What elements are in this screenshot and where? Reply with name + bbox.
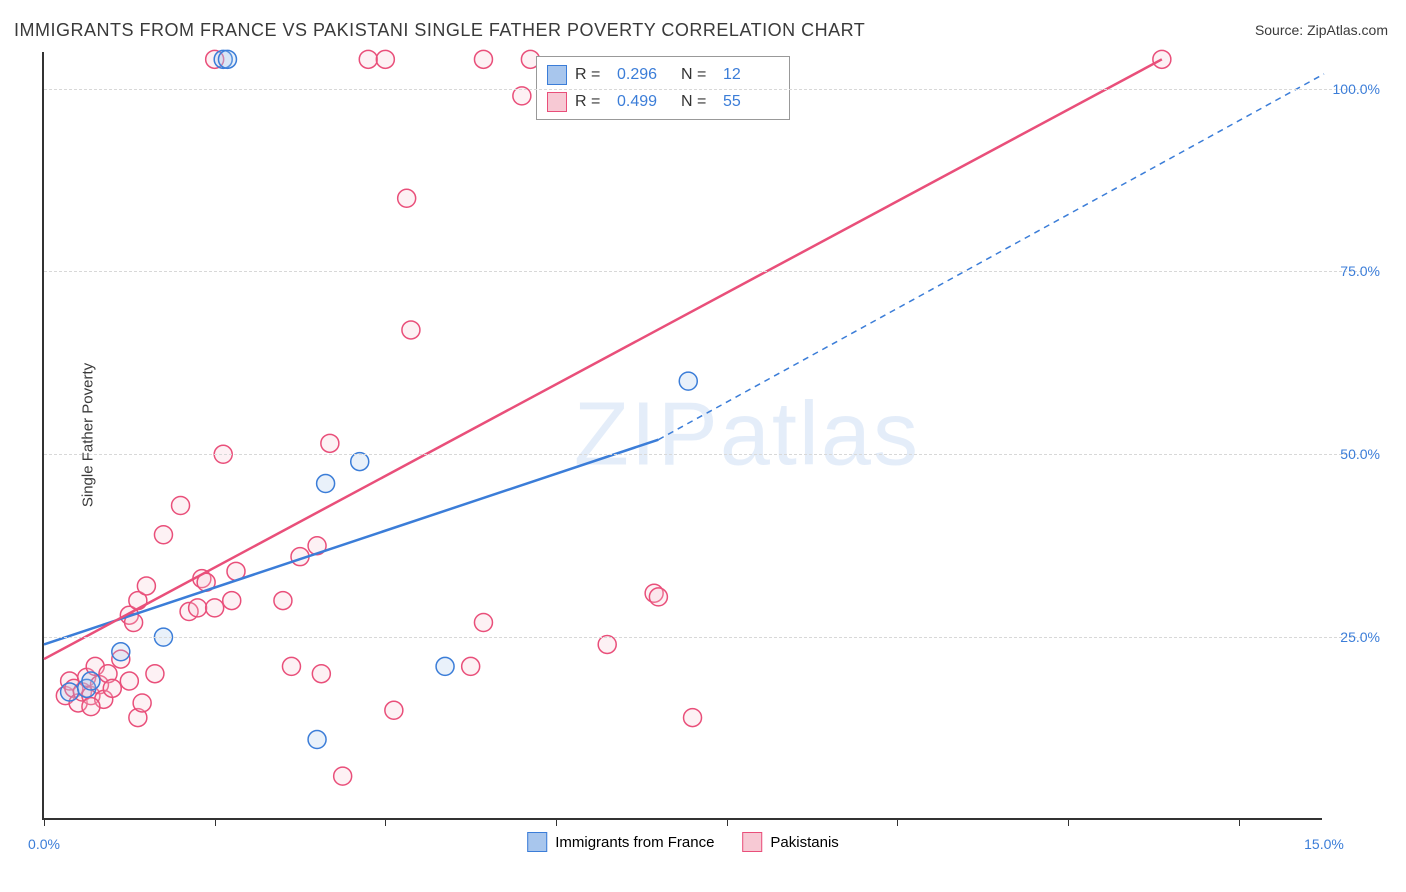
data-point [679,372,697,390]
data-point [398,189,416,207]
legend-swatch-pakistanis [742,832,762,852]
x-tick-mark [385,818,386,826]
x-tick-label: 15.0% [1304,836,1344,852]
data-point [189,599,207,617]
trend-line [44,59,1162,659]
data-point [317,475,335,493]
data-point [513,87,531,105]
data-point [137,577,155,595]
y-tick-label: 100.0% [1333,81,1380,97]
data-point [376,50,394,68]
data-point [82,698,100,716]
data-point [146,665,164,683]
legend-label: Pakistanis [770,834,838,851]
data-point [133,694,151,712]
data-point [154,526,172,544]
legend-n-label: N = [681,61,715,88]
legend-n-label: N = [681,88,715,115]
data-point [218,50,236,68]
source-label: Source: [1255,22,1307,38]
data-point [359,50,377,68]
trend-line [44,440,658,645]
y-tick-label: 50.0% [1340,446,1380,462]
plot-area: Single Father Poverty ZIPatlas R = 0.296… [42,52,1322,820]
data-point [402,321,420,339]
legend-stats-row: R = 0.296 N = 12 [547,61,779,88]
data-point [282,657,300,675]
legend-r-label: R = [575,61,609,88]
data-point [61,683,79,701]
data-point [598,635,616,653]
data-point [474,50,492,68]
source-value: ZipAtlas.com [1307,22,1388,38]
data-point [334,767,352,785]
gridline [44,637,1362,638]
x-tick-mark [727,818,728,826]
chart-title: IMMIGRANTS FROM FRANCE VS PAKISTANI SING… [14,20,865,41]
legend-stats-row: R = 0.499 N = 55 [547,88,779,115]
data-point [684,709,702,727]
x-tick-mark [44,818,45,826]
y-tick-label: 75.0% [1340,263,1380,279]
legend-r-value: 0.499 [617,88,673,115]
data-point [103,679,121,697]
x-tick-label: 0.0% [28,836,60,852]
gridline [44,89,1362,90]
data-point [1153,50,1171,68]
x-tick-mark [1068,818,1069,826]
data-point [112,643,130,661]
data-point [474,614,492,632]
x-tick-mark [1239,818,1240,826]
gridline [44,271,1362,272]
data-point [462,657,480,675]
data-point [120,672,138,690]
legend-item-france: Immigrants from France [527,832,714,852]
x-tick-mark [215,818,216,826]
data-point [206,599,224,617]
legend-swatch-pakistanis [547,92,567,112]
legend-n-value: 12 [723,61,779,88]
data-point [223,592,241,610]
data-point [274,592,292,610]
legend-swatch-france [527,832,547,852]
x-tick-mark [897,818,898,826]
data-point [172,496,190,514]
legend-r-label: R = [575,88,609,115]
legend-n-value: 55 [723,88,779,115]
legend-r-value: 0.296 [617,61,673,88]
source-credit: Source: ZipAtlas.com [1255,22,1388,38]
data-point [82,672,100,690]
chart-container: IMMIGRANTS FROM FRANCE VS PAKISTANI SING… [0,0,1406,892]
data-point [436,657,454,675]
data-point [308,731,326,749]
data-point [351,453,369,471]
data-point [312,665,330,683]
legend-item-pakistanis: Pakistanis [742,832,838,852]
y-tick-label: 25.0% [1340,629,1380,645]
x-tick-mark [556,818,557,826]
legend-swatch-france [547,65,567,85]
gridline [44,454,1362,455]
trend-line [658,74,1324,440]
data-point [321,434,339,452]
plot-svg [44,52,1322,818]
legend-label: Immigrants from France [555,834,714,851]
data-point [649,588,667,606]
data-point [385,701,403,719]
legend-series: Immigrants from France Pakistanis [527,832,839,852]
